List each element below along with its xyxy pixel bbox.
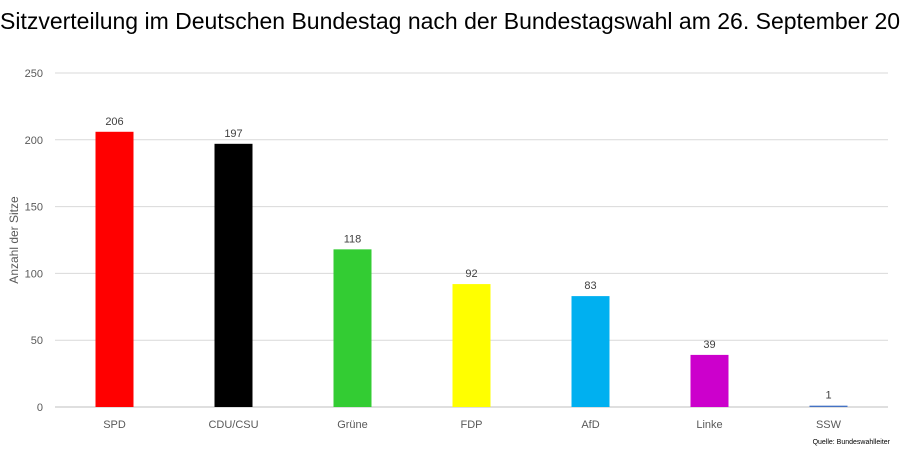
chart-title: Sitzverteilung im Deutschen Bundestag na…	[0, 8, 900, 34]
x-tick-label: SSW	[816, 419, 842, 431]
data-label: 92	[465, 268, 477, 280]
bar-ssw	[809, 405, 848, 407]
y-axis-label: Anzahl der Sitze	[7, 196, 21, 284]
x-tick-label: CDU/CSU	[208, 419, 258, 431]
data-labels: 206 197 118 92 83 39 1	[105, 116, 831, 402]
y-tick-label: 0	[37, 402, 43, 414]
y-tick-label: 250	[25, 68, 43, 80]
bar-fdp	[452, 284, 491, 407]
data-label: 118	[344, 233, 362, 245]
source-note: Quelle: Bundeswahlleiter	[812, 439, 890, 446]
data-label: 39	[703, 339, 715, 351]
x-tick-label: Grüne	[337, 419, 368, 431]
bar-spd	[95, 131, 134, 407]
y-tick-label: 150	[25, 202, 43, 214]
bars	[95, 131, 848, 408]
data-label: 206	[105, 116, 123, 128]
bar-linke	[690, 354, 729, 407]
x-axis-ticks: SPD CDU/CSU Grüne FDP AfD Linke SSW	[103, 419, 841, 431]
x-tick-label: Linke	[696, 419, 722, 431]
data-label: 83	[584, 280, 596, 292]
y-tick-label: 50	[31, 335, 43, 347]
bar-afd	[571, 296, 610, 407]
x-tick-label: AfD	[581, 419, 599, 431]
bar-gr-ne	[333, 249, 372, 407]
data-label: 197	[224, 128, 242, 140]
x-tick-label: FDP	[461, 419, 483, 431]
y-tick-label: 100	[25, 268, 43, 280]
y-tick-label: 200	[25, 135, 43, 147]
x-tick-label: SPD	[103, 419, 126, 431]
data-label: 1	[825, 390, 831, 402]
bar-cdu-csu	[214, 143, 253, 408]
y-axis-ticks: 0 50 100 150 200 250	[25, 68, 43, 414]
